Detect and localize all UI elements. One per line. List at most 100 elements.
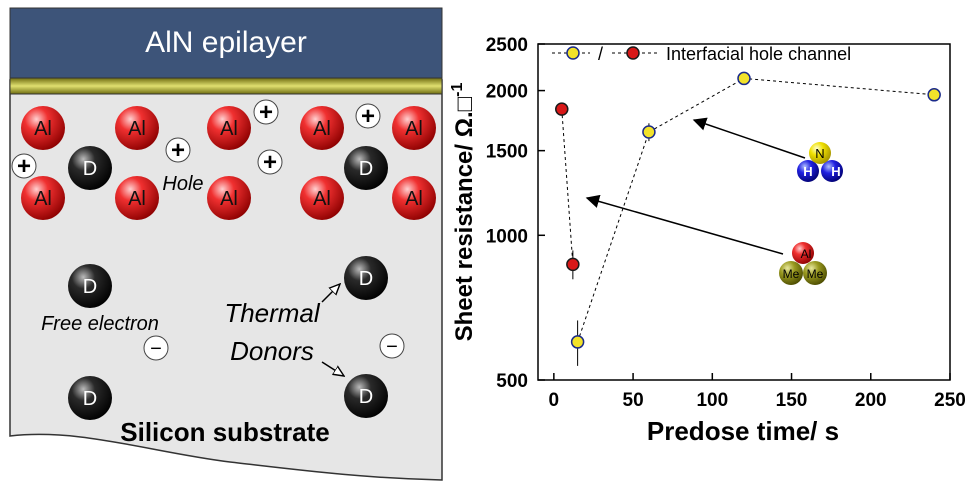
aln-epilayer-header <box>9 7 443 79</box>
tma-molecule: Al Me Me <box>779 242 827 285</box>
data-point <box>570 335 585 349</box>
tma-methyl-symbol: Me <box>783 267 800 281</box>
aluminum-symbol: Al <box>34 188 52 210</box>
donor-symbol: D <box>83 158 97 180</box>
hole-plus-icon: + <box>11 153 37 180</box>
aluminum-symbol: Al <box>313 118 331 140</box>
donor-symbol: D <box>359 386 373 408</box>
aluminum-atom: Al <box>392 106 436 150</box>
nh3-annotation-arrow <box>692 117 806 159</box>
aluminum-symbol: Al <box>405 118 423 140</box>
aluminum-atom: Al <box>207 176 251 220</box>
aluminum-atom: Al <box>115 106 159 150</box>
svg-text:+: + <box>171 137 185 164</box>
aluminum-symbol: Al <box>34 118 52 140</box>
aluminum-atom: Al <box>300 106 344 150</box>
aluminum-atom: Al <box>21 106 65 150</box>
device-schematic: AlN epilayer Al Al Al Al Al Al Al Al Al Al D D D D D D +… <box>9 7 443 481</box>
svg-text:−: − <box>386 336 398 358</box>
electron-minus-icon: − <box>379 333 405 359</box>
aln-epilayer-label: AlN epilayer <box>145 26 307 59</box>
donor-atom: D <box>68 264 112 308</box>
x-tick-label: 0 <box>549 390 560 411</box>
aluminum-symbol: Al <box>220 118 238 140</box>
x-tick-label: 200 <box>855 390 887 411</box>
free-electron-label: Free electron <box>41 313 159 335</box>
atoms-layer: Al Al Al Al Al Al Al Al Al Al D D D D D D + + + + + − − <box>11 99 436 420</box>
y-tick-label: 2500 <box>486 35 528 56</box>
aluminum-atom: Al <box>392 176 436 220</box>
series-layer <box>555 71 941 366</box>
tma-methyl-symbol: Me <box>807 267 824 281</box>
series-nh3 <box>570 71 941 366</box>
hole-plus-icon: + <box>355 103 381 130</box>
y-tick-label: 1000 <box>486 226 528 247</box>
donor-symbol: D <box>83 388 97 410</box>
legend: / Interfacial hole channel <box>552 44 851 64</box>
y-axis-label: Sheet resistance/ Ω.□-1 <box>449 83 478 342</box>
donor-symbol: D <box>83 276 97 298</box>
axis-ticks: 0 50 100 150 200 250 500 1000 1500 2000 2500 <box>486 35 966 411</box>
tma-methyl-group <box>803 261 827 285</box>
nh3-molecule: N H H <box>797 142 843 182</box>
aluminum-symbol: Al <box>220 188 238 210</box>
svg-text:+: + <box>263 149 277 176</box>
x-axis-label: Predose time/ s <box>647 416 839 446</box>
aluminum-symbol: Al <box>128 118 146 140</box>
nh3-nitrogen-atom <box>809 142 831 164</box>
x-tick-label: 100 <box>696 390 728 411</box>
thermal-arrow <box>321 284 340 303</box>
y-tick-label: 2000 <box>486 82 528 103</box>
nh3-hydrogen-atom <box>821 160 843 182</box>
nh3-hydrogen-atom <box>797 160 819 182</box>
chart: 0 50 100 150 200 250 500 1000 1500 2000 2500 Predo… <box>449 35 966 446</box>
legend-entry-label: Interfacial hole channel <box>666 44 851 64</box>
aluminum-symbol: Al <box>128 188 146 210</box>
nh3-nitrogen-symbol: N <box>815 146 824 161</box>
nh3-hydrogen-symbol: H <box>803 164 812 179</box>
svg-text:−: − <box>150 338 162 360</box>
donor-atom: D <box>344 374 388 418</box>
y-tick-label: 1500 <box>486 142 528 163</box>
donors-arrow <box>321 361 344 376</box>
plot-frame <box>537 43 951 381</box>
donors-label: Donors <box>230 336 314 366</box>
aluminum-symbol: Al <box>405 188 423 210</box>
aluminum-atom: Al <box>207 106 251 150</box>
svg-text:+: + <box>361 103 375 130</box>
tma-methyl-group <box>779 261 803 285</box>
y-tick-label: 500 <box>496 371 528 392</box>
data-point <box>927 88 941 102</box>
tma-aluminum-atom <box>792 242 814 264</box>
interlayer-band <box>9 77 443 95</box>
data-point <box>555 102 569 116</box>
donor-symbol: D <box>359 268 373 290</box>
aluminum-symbol: Al <box>313 188 331 210</box>
hole-plus-icon: + <box>253 99 279 126</box>
svg-text:+: + <box>259 99 273 126</box>
tma-aluminum-symbol: Al <box>801 247 812 261</box>
legend-slash: / <box>598 44 603 64</box>
y-axis-label-text: Sheet resistance/ Ω. <box>451 111 478 341</box>
svg-text:Sheet resistance/ Ω.□-1: Sheet resistance/ Ω.□-1 <box>449 83 478 342</box>
aluminum-atom: Al <box>21 176 65 220</box>
x-tick-label: 50 <box>623 390 644 411</box>
donor-symbol: D <box>359 158 373 180</box>
data-point <box>642 125 656 139</box>
y-axis-label-sup: -1 <box>449 83 466 97</box>
hole-label: Hole <box>162 173 203 195</box>
thermal-label: Thermal <box>224 298 321 328</box>
silicon-substrate-label: Silicon substrate <box>120 417 330 447</box>
tma-annotation-arrow <box>585 194 784 255</box>
nh3-hydrogen-symbol: H <box>831 164 840 179</box>
donor-atom: D <box>68 376 112 420</box>
donor-atom: D <box>344 256 388 300</box>
donor-atom: D <box>68 146 112 190</box>
hole-plus-icon: + <box>257 149 283 176</box>
hole-plus-icon: + <box>165 137 191 164</box>
donor-atom: D <box>344 146 388 190</box>
aluminum-atom: Al <box>115 176 159 220</box>
series-line <box>561 109 574 265</box>
series-line <box>577 77 935 343</box>
y-axis-label-unit: □ <box>451 96 478 111</box>
